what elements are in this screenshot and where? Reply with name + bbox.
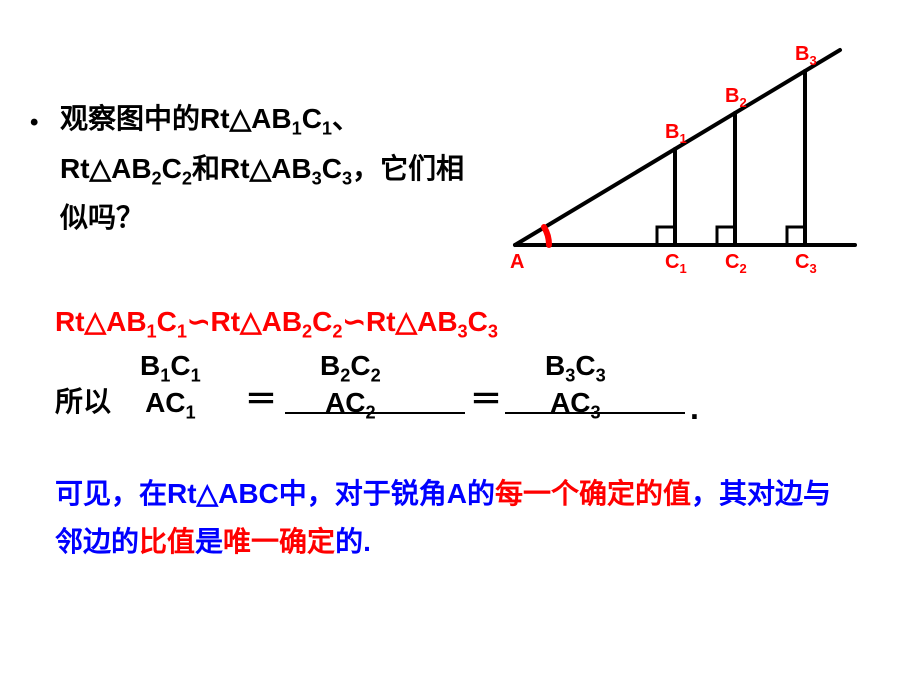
q-rt3: Rt△AB3C3 xyxy=(220,153,352,184)
conclusion-text: 可见，在Rt△ABC中，对于锐角A的每一个确定的值，其对边与邻边的比值是唯一确定… xyxy=(55,470,855,565)
bullet-icon: • xyxy=(30,103,38,144)
label-B2: B2 xyxy=(725,85,747,110)
concl-p7: 的. xyxy=(335,526,371,557)
label-C1: C1 xyxy=(665,251,687,276)
label-C2: C2 xyxy=(725,251,747,276)
concl-p1: 可见，在Rt△ABC中，对于锐角A的 xyxy=(55,478,495,509)
frac3-den: AC3 xyxy=(545,387,606,424)
concl-p2: 每一个确定的值 xyxy=(495,478,691,509)
frac1-den: AC1 xyxy=(140,387,201,424)
label-C3: C3 xyxy=(795,251,817,276)
question-text: • 观察图中的Rt△AB1C1、 Rt△AB2C2和Rt△AB3C3，它们相似吗… xyxy=(60,95,480,242)
triangle-diagram: A B1 B2 B3 C1 C2 C3 xyxy=(495,35,875,295)
q-sep1: 、 xyxy=(332,103,360,134)
period: . xyxy=(690,390,699,427)
similarity-statement: Rt△AB1C1∽Rt△AB2C2∽Rt△AB3C3 xyxy=(55,305,498,343)
q-rt2: Rt△AB2C2 xyxy=(60,153,192,184)
fraction-3: B3C3 AC3 xyxy=(545,350,606,423)
frac1-num: B1C1 xyxy=(140,350,201,387)
fraction-2: B2C2 AC2 xyxy=(320,350,381,423)
equals-2: ＝ xyxy=(470,374,502,420)
frac2-num: B2C2 xyxy=(320,350,381,387)
concl-p4: 比值 xyxy=(139,526,195,557)
q-pre: 观察图中的 xyxy=(60,103,200,134)
q-and: 和 xyxy=(192,153,220,184)
fraction-1: B1C1 AC1 xyxy=(140,350,201,423)
q-rt1: Rt△AB1C1 xyxy=(200,103,332,134)
concl-p6: 唯一确定 xyxy=(223,526,335,557)
ratio-equation: 所以 B1C1 AC1 ＝ B2C2 AC2 ＝ B3C3 AC3 . xyxy=(55,350,855,430)
frac2-den: AC2 xyxy=(320,387,381,424)
equals-1: ＝ xyxy=(245,374,277,420)
frac3-num: B3C3 xyxy=(545,350,606,387)
label-B1: B1 xyxy=(665,121,687,146)
therefore-label: 所以 xyxy=(55,380,111,420)
label-B3: B3 xyxy=(795,43,817,68)
concl-p5: 是 xyxy=(195,526,223,557)
label-A: A xyxy=(510,251,524,274)
